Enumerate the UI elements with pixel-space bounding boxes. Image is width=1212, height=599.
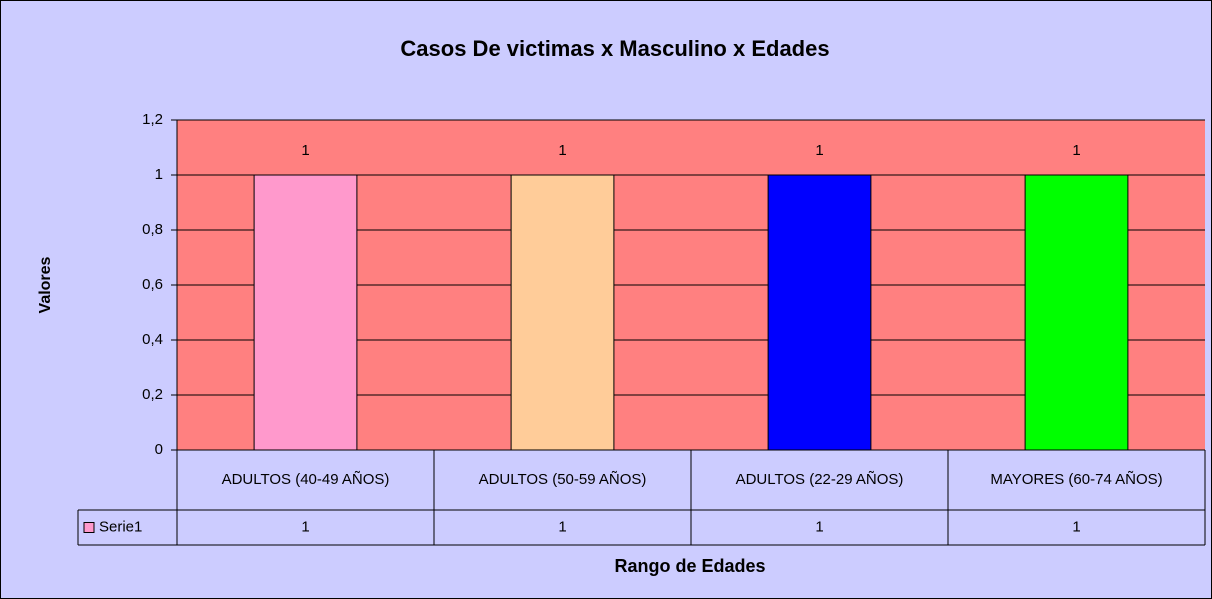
bar (510, 174, 615, 451)
y-tick-label: 0,6 (142, 276, 163, 293)
table-value: 1 (301, 518, 309, 535)
bar (1024, 174, 1129, 451)
table-value: 1 (1072, 518, 1080, 535)
x-tick-label: ADULTOS (50-59 AÑOS) (479, 471, 647, 488)
table-value: 1 (815, 518, 823, 535)
y-tick-label: 0,8 (142, 221, 163, 238)
y-tick-label: 0,4 (142, 331, 163, 348)
x-tick-label: MAYORES (60-74 AÑOS) (990, 471, 1162, 488)
y-tick-label: 0,2 (142, 386, 163, 403)
y-tick-label: 1,2 (142, 111, 163, 128)
bar (253, 174, 358, 451)
table-value: 1 (558, 518, 566, 535)
x-axis-title: Rango de Edades (614, 556, 765, 576)
data-label: 1 (301, 142, 309, 159)
data-label: 1 (815, 142, 823, 159)
y-tick-label: 1 (155, 166, 163, 183)
y-axis-title: Valores (37, 256, 54, 313)
x-tick-label: ADULTOS (40-49 AÑOS) (222, 471, 390, 488)
x-tick-label: ADULTOS (22-29 AÑOS) (736, 471, 904, 488)
legend-label: Serie1 (99, 518, 142, 535)
y-tick-label: 0 (155, 441, 163, 458)
legend-key (83, 522, 95, 533)
data-label: 1 (558, 142, 566, 159)
bar (767, 174, 872, 451)
chart-title: Casos De victimas x Masculino x Edades (400, 36, 829, 61)
data-label: 1 (1072, 142, 1080, 159)
